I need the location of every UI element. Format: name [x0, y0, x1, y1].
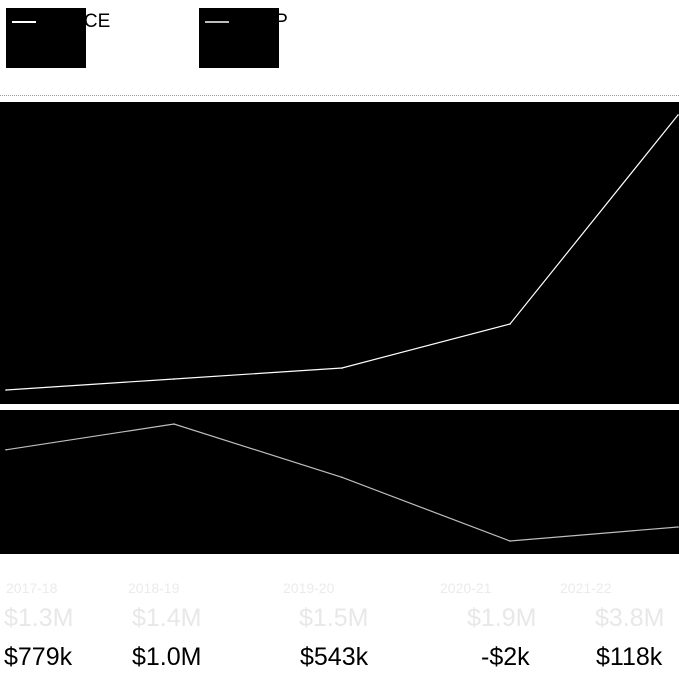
pace-value-label: $1.9M	[467, 604, 537, 632]
legend-swatch-pace	[12, 21, 36, 23]
flp-value-label: $543k	[300, 643, 369, 671]
year-labels: 2017-18 2018-19 2019-20 2020-21 2021-22	[0, 580, 679, 600]
year-label: 2020-21	[440, 580, 492, 596]
pace-chart-panel	[0, 102, 679, 404]
flp-series-line	[5, 423, 679, 542]
flp-value-label: $779k	[4, 643, 73, 671]
pace-value-label: $1.4M	[132, 604, 202, 632]
pace-value-row: $1.3M $1.4M $1.5M $1.9M $3.8M	[0, 604, 679, 638]
pace-data-point	[341, 367, 343, 369]
pace-data-point	[509, 323, 511, 325]
flp-chart-panel	[0, 410, 679, 554]
pace-data-point	[5, 389, 7, 391]
year-label: 2019-20	[283, 580, 335, 596]
legend-label-pace: PACE	[60, 11, 111, 32]
flp-value-label: $118k	[596, 643, 663, 671]
legend-swatch-flp	[205, 21, 229, 23]
flp-data-point	[173, 423, 175, 425]
year-label: 2017-18	[6, 580, 58, 596]
legend-label-flp: FLP	[253, 11, 288, 32]
flp-value-row: $779k $1.0M $543k -$2k $118k	[0, 643, 679, 677]
year-label: 2018-19	[128, 580, 180, 596]
pace-data-point	[677, 114, 679, 116]
divider	[0, 95, 679, 96]
flp-value-label: -$2k	[481, 643, 530, 671]
pace-data-point	[173, 378, 175, 380]
flp-line-chart	[5, 423, 679, 542]
flp-data-point	[341, 476, 343, 479]
year-label: 2021-22	[560, 580, 612, 596]
legend-item-flp: FLP	[199, 8, 288, 68]
flp-data-point	[509, 540, 511, 542]
pace-series-line	[5, 114, 679, 391]
pace-value-label: $1.3M	[4, 604, 74, 632]
flp-value-label: $1.0M	[132, 643, 202, 671]
legend-item-pace: PACE	[6, 8, 110, 68]
pace-value-label: $3.8M	[595, 604, 665, 632]
flp-data-point	[677, 526, 679, 528]
flp-data-point	[5, 449, 7, 451]
pace-value-label: $1.5M	[299, 604, 369, 632]
pace-line-chart	[5, 114, 679, 391]
